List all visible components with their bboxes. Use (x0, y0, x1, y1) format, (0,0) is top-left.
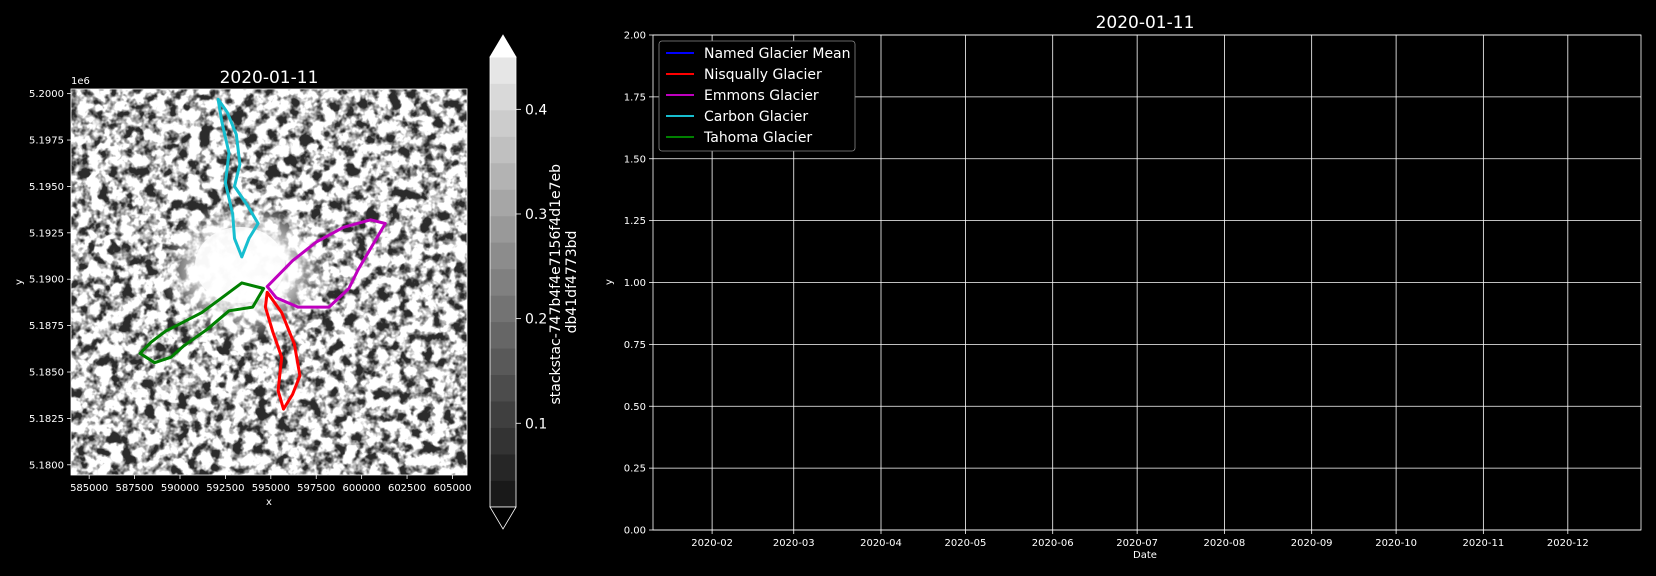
colorbar-level (490, 109, 516, 137)
colorbar-tick-label: 0.4 (525, 102, 547, 118)
map-y-tick-label: 5.1825 (29, 414, 64, 425)
map-y-tick-label: 5.1925 (29, 228, 64, 239)
map-y-tick-label: 5.1950 (29, 182, 64, 193)
legend-label-tahoma-glacier: Tahoma Glacier (703, 130, 812, 146)
timeseries-x-tick-label: 2020-03 (773, 538, 815, 549)
map-x-tick-label: 587500 (115, 483, 153, 494)
colorbar-tick-label: 0.1 (525, 416, 547, 432)
map-x-ticks: 585000 587500 590000 592500 595000 597500 6000… (70, 475, 472, 494)
colorbar-level (490, 136, 516, 164)
colorbar-label: stackstac-747b4f4e7156f4d1e7eb db41df477… (548, 160, 580, 405)
map-y-tick-label: 5.1875 (29, 321, 64, 332)
timeseries-y-tick-label: 2.00 (624, 31, 646, 42)
timeseries-x-tick-label: 2020-02 (691, 538, 733, 549)
timeseries-x-tick-label: 2020-12 (1547, 538, 1589, 549)
timeseries-x-tick-label: 2020-10 (1375, 538, 1417, 549)
map-y-tick-label: 5.1900 (29, 275, 64, 286)
timeseries-x-tick-label: 2020-06 (1032, 538, 1074, 549)
map-y-axis-label: y (14, 279, 25, 285)
map-title: 2020-01-11 (220, 68, 319, 88)
colorbar-level (490, 242, 516, 270)
map-y-tick-label: 5.1850 (29, 368, 64, 379)
timeseries-y-ticks: 0.00 0.25 0.50 0.75 1.00 1.25 1.50 1.75 2.00 (624, 31, 653, 537)
colorbar-level (490, 215, 516, 243)
timeseries-x-ticks: 2020-02 2020-03 2020-04 2020-05 2020-06 2020-… (691, 530, 1589, 549)
nisqually-glacier-outline (263, 290, 302, 411)
colorbar-tick-label: 0.2 (525, 312, 547, 328)
timeseries-panel: 2020-01-11 2020-02 2020-03 2020-04 2020-05 2… (604, 13, 1642, 561)
map-y-offset-label: 1e6 (71, 76, 90, 87)
colorbar-level (490, 348, 516, 376)
colorbar-level (490, 321, 516, 349)
timeseries-y-tick-label: 1.75 (624, 92, 646, 103)
map-x-tick-label: 595000 (252, 483, 290, 494)
colorbar-extend-top (489, 34, 517, 58)
colorbar-level (490, 401, 516, 428)
map-y-tick-label: 5.1800 (29, 460, 64, 471)
timeseries-x-tick-label: 2020-04 (860, 538, 902, 549)
map-x-tick-label: 602500 (388, 483, 426, 494)
timeseries-x-tick-label: 2020-08 (1204, 538, 1246, 549)
legend: Named Glacier Mean Nisqually Glacier Emmon… (658, 40, 856, 152)
colorbar-level (490, 480, 516, 508)
timeseries-y-tick-label: 0.00 (624, 526, 646, 537)
colorbar: 0.1 0.2 0.3 0.4 stackstac-747b4f4e7156f4d1e… (489, 34, 580, 530)
map-panel: 2020-01-11 1e6 585000 587500 590000 592500 5… (14, 68, 472, 508)
map-image (71, 89, 467, 475)
map-y-tick-label: 5.1975 (29, 136, 64, 147)
timeseries-y-tick-label: 0.75 (624, 340, 646, 351)
map-x-tick-label: 585000 (70, 483, 108, 494)
colorbar-levels (489, 56, 517, 508)
map-x-tick-label: 592500 (206, 483, 244, 494)
colorbar-tick-label: 0.3 (525, 207, 547, 223)
timeseries-x-tick-label: 2020-07 (1116, 538, 1158, 549)
map-x-tick-label: 605000 (433, 483, 471, 494)
timeseries-y-tick-label: 0.50 (624, 402, 646, 413)
map-y-ticks: 5.1800 5.1825 5.1850 5.1875 5.1900 5.1925 5.19… (29, 89, 71, 471)
timeseries-x-tick-label: 2020-09 (1291, 538, 1333, 549)
colorbar-level (490, 83, 516, 111)
colorbar-level (490, 374, 516, 402)
timeseries-title: 2020-01-11 (1096, 13, 1195, 33)
timeseries-y-tick-label: 0.25 (624, 464, 646, 475)
legend-label-carbon-glacier: Carbon Glacier (704, 109, 808, 125)
map-y-tick-label: 5.2000 (29, 89, 64, 100)
timeseries-x-tick-label: 2020-11 (1462, 538, 1504, 549)
colorbar-level (490, 268, 516, 296)
legend-label-nisqually-glacier: Nisqually Glacier (704, 67, 822, 83)
map-x-tick-label: 597500 (297, 483, 335, 494)
colorbar-level (490, 162, 516, 190)
emmons-glacier-outline (265, 218, 387, 309)
legend-frame (658, 40, 856, 152)
legend-label-emmons-glacier: Emmons Glacier (704, 88, 819, 104)
colorbar-ticks: 0.1 0.2 0.3 0.4 (516, 102, 547, 432)
map-x-tick-label: 590000 (161, 483, 199, 494)
timeseries-x-axis-label: Date (1133, 550, 1157, 561)
timeseries-x-tick-label: 2020-05 (945, 538, 987, 549)
colorbar-extend-bottom (489, 506, 517, 530)
colorbar-level (490, 427, 516, 455)
glacier-outlines (138, 97, 387, 411)
colorbar-level (490, 295, 516, 323)
tahoma-glacier-outline (138, 281, 266, 365)
timeseries-y-tick-label: 1.25 (624, 216, 646, 227)
map-x-tick-label: 600000 (343, 483, 381, 494)
carbon-glacier-outline (216, 97, 260, 259)
timeseries-y-tick-label: 1.50 (624, 154, 646, 165)
timeseries-y-tick-label: 1.00 (624, 278, 646, 289)
map-axes-frame (70, 88, 468, 476)
legend-label-named-glacier-mean: Named Glacier Mean (704, 46, 851, 62)
map-x-axis-label: x (266, 497, 272, 508)
colorbar-level (490, 454, 516, 481)
timeseries-y-axis-label: y (604, 279, 615, 285)
colorbar-level (490, 57, 516, 84)
colorbar-level (490, 189, 516, 217)
